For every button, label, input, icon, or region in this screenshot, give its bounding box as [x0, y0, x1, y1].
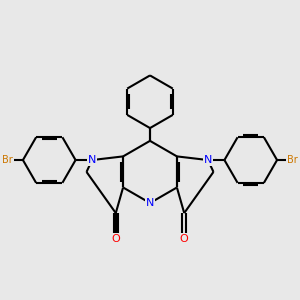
- Text: N: N: [88, 155, 96, 165]
- Text: Br: Br: [2, 155, 13, 165]
- Text: N: N: [146, 198, 154, 208]
- Text: Br: Br: [287, 155, 298, 165]
- Text: O: O: [180, 234, 189, 244]
- Text: N: N: [204, 155, 212, 165]
- Text: O: O: [111, 234, 120, 244]
